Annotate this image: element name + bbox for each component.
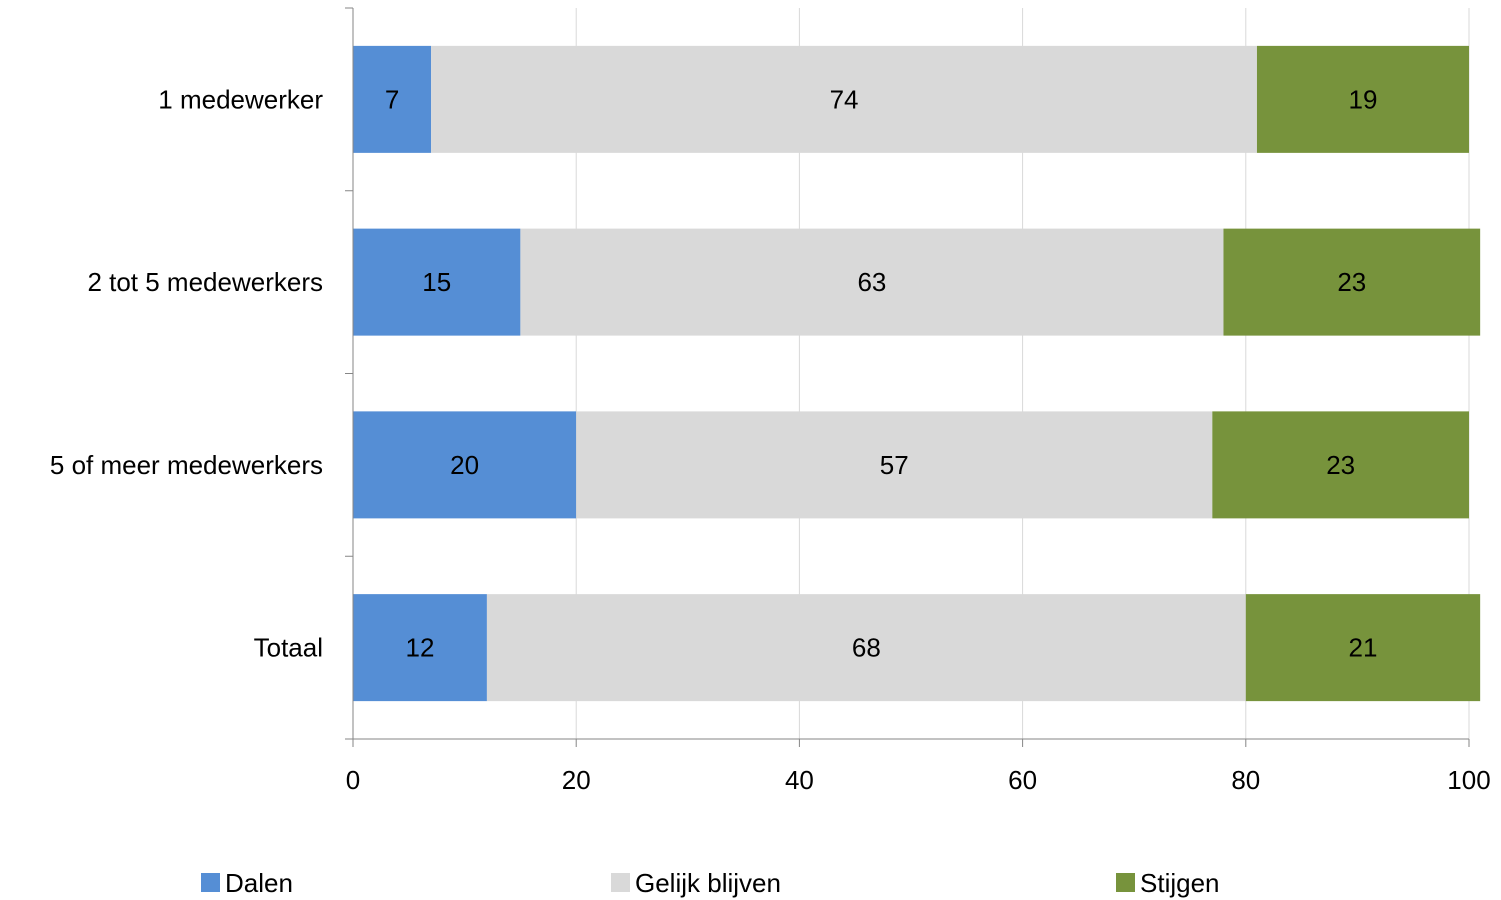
data-label-gelijk-blijven-1-medewerker: 74 bbox=[830, 84, 859, 114]
data-label-stijgen-2-tot-5-medewerkers: 23 bbox=[1337, 267, 1366, 297]
legend-label-stijgen: Stijgen bbox=[1140, 868, 1220, 898]
data-label-gelijk-blijven-5-of-meer-medewerkers: 57 bbox=[880, 450, 909, 480]
bar-dalen-5-of-meer-medewerkers bbox=[353, 411, 577, 519]
bars bbox=[353, 45, 1481, 702]
legend: Dalen Gelijk blijven Stijgen bbox=[201, 868, 1220, 898]
data-label-gelijk-blijven-totaal: 68 bbox=[852, 633, 881, 663]
x-tick-label-60: 60 bbox=[1008, 765, 1037, 795]
legend-label-dalen: Dalen bbox=[225, 868, 293, 898]
category-label-totaal: Totaal bbox=[254, 633, 323, 663]
bar-dalen-2-tot-5-medewerkers bbox=[353, 228, 521, 336]
bar-gelijk-blijven-totaal bbox=[486, 594, 1246, 702]
data-label-stijgen-totaal: 21 bbox=[1349, 633, 1378, 663]
x-tick-label-20: 20 bbox=[562, 765, 591, 795]
bar-stijgen-2-tot-5-medewerkers bbox=[1223, 228, 1481, 336]
legend-label-gelijk-blijven: Gelijk blijven bbox=[635, 868, 781, 898]
category-label-2-tot-5-medewerkers: 2 tot 5 medewerkers bbox=[87, 267, 323, 297]
labels: 7 74 19 1 medewerker 15 63 23 2 tot 5 medewerke… bbox=[50, 84, 1491, 795]
bar-gelijk-blijven-1-medewerker bbox=[431, 45, 1257, 153]
legend-swatch-dalen bbox=[201, 873, 220, 892]
bar-stijgen-1-medewerker bbox=[1256, 45, 1469, 153]
data-label-dalen-1-medewerker: 7 bbox=[385, 84, 399, 114]
bar-dalen-totaal bbox=[353, 594, 487, 702]
data-label-dalen-2-tot-5-medewerkers: 15 bbox=[422, 267, 451, 297]
data-label-dalen-5-of-meer-medewerkers: 20 bbox=[450, 450, 479, 480]
x-tick-label-40: 40 bbox=[785, 765, 814, 795]
legend-swatch-stijgen bbox=[1116, 873, 1135, 892]
data-label-stijgen-1-medewerker: 19 bbox=[1349, 84, 1378, 114]
legend-swatch-gelijk-blijven bbox=[611, 873, 630, 892]
axes bbox=[345, 7, 1470, 747]
category-label-5-of-meer-medewerkers: 5 of meer medewerkers bbox=[50, 450, 323, 480]
bar-stijgen-5-of-meer-medewerkers bbox=[1212, 411, 1469, 519]
x-tick-label-0: 0 bbox=[346, 765, 360, 795]
data-label-gelijk-blijven-2-tot-5-medewerkers: 63 bbox=[857, 267, 886, 297]
bar-gelijk-blijven-2-tot-5-medewerkers bbox=[520, 228, 1224, 336]
x-tick-label-80: 80 bbox=[1231, 765, 1260, 795]
data-label-dalen-totaal: 12 bbox=[405, 633, 434, 663]
category-label-1-medewerker: 1 medewerker bbox=[158, 84, 323, 114]
data-label-stijgen-5-of-meer-medewerkers: 23 bbox=[1326, 450, 1355, 480]
x-tick-label-100: 100 bbox=[1447, 765, 1490, 795]
bar-dalen-1-medewerker bbox=[353, 45, 432, 153]
bar-stijgen-totaal bbox=[1245, 594, 1481, 702]
bar-gelijk-blijven-5-of-meer-medewerkers bbox=[576, 411, 1213, 519]
